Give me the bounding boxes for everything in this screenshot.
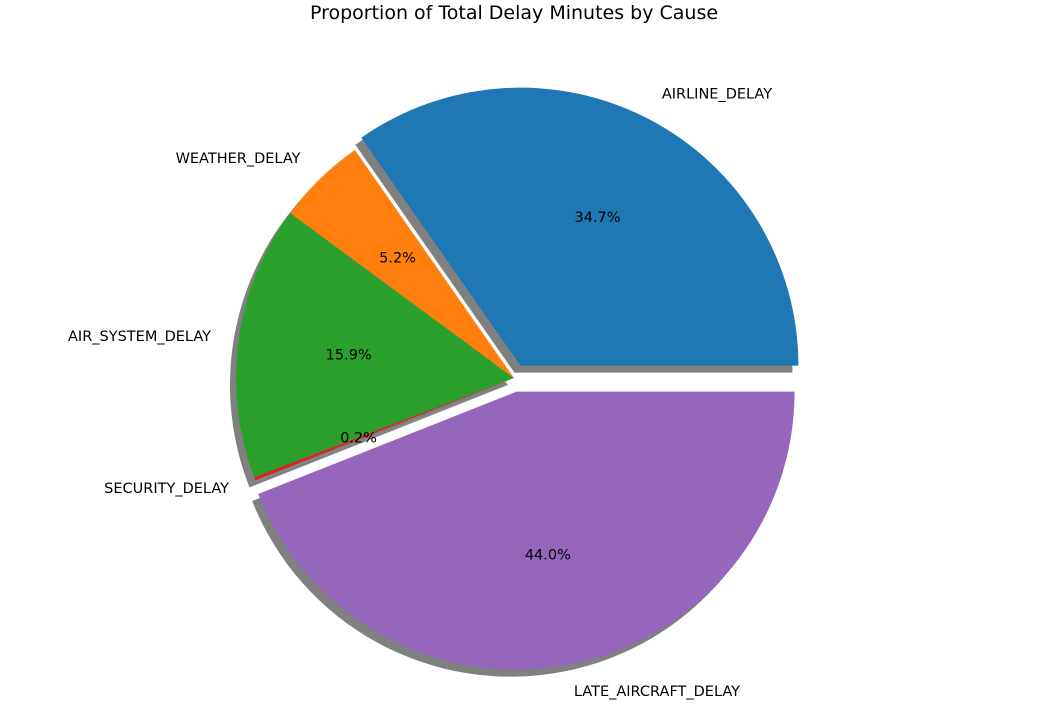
slice-label-air-system-delay: AIR_SYSTEM_DELAY: [68, 329, 211, 345]
pie-slice-weather-delay: [290, 150, 514, 378]
chart-title: Proportion of Total Delay Minutes by Cau…: [309, 2, 719, 24]
pie-slice-shadow-security-delay: [248, 385, 508, 488]
pie-label-layer: AIRLINE_DELAY 34.7% WEATHER_DELAY 5.2% AIR_S…: [68, 87, 772, 701]
pct-label-air-system-delay: 15.9%: [326, 348, 372, 364]
pct-label-weather-delay: 5.2%: [379, 251, 416, 267]
pie-slice-layer: [235, 87, 799, 670]
slice-label-late-aircraft-delay: LATE_AIRCRAFT_DELAY: [574, 684, 740, 700]
pie-slice-airline-delay: [361, 87, 799, 366]
pct-label-airline-delay: 34.7%: [575, 210, 621, 226]
slice-label-airline-delay: AIRLINE_DELAY: [662, 87, 772, 103]
slice-label-weather-delay: WEATHER_DELAY: [176, 151, 301, 167]
pct-label-security-delay: 0.2%: [340, 430, 377, 446]
pct-label-late-aircraft-delay: 44.0%: [525, 547, 571, 563]
slice-label-security-delay: SECURITY_DELAY: [104, 481, 229, 497]
pie-slice-late-aircraft-delay: [258, 391, 795, 670]
pie-slice-security-delay: [254, 378, 514, 481]
pie-slice-air-system-delay: [235, 213, 514, 478]
